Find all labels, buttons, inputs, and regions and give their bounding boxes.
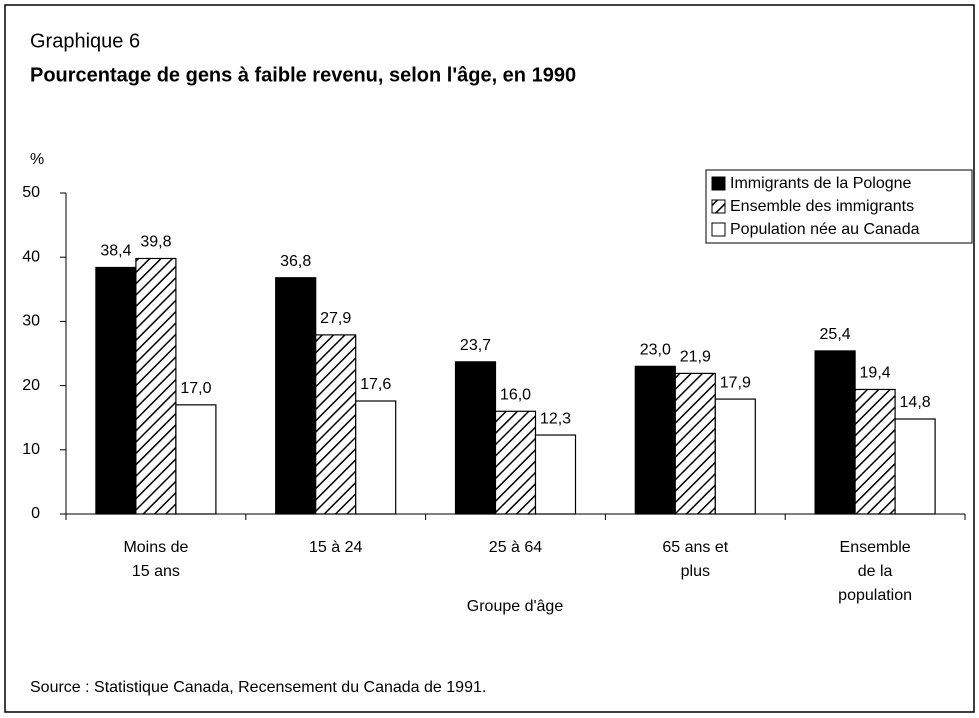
value-label: 21,9 [680, 349, 711, 366]
x-tick-label: Ensemble de la population [838, 539, 912, 604]
bar [315, 334, 357, 515]
value-label: 17,6 [360, 376, 391, 393]
bar [634, 365, 676, 515]
bar [894, 418, 936, 515]
frame [4, 4, 975, 713]
bar [95, 266, 137, 515]
bar [494, 410, 537, 515]
y-tick-label: 0 [31, 505, 40, 522]
value-label: 12,3 [540, 410, 571, 427]
legend-label: Immigrants de la Pologne [730, 175, 912, 192]
value-label: 23,7 [460, 337, 491, 354]
legend-swatch [711, 176, 726, 191]
value-label: 36,8 [280, 253, 311, 270]
value-label: 23,0 [640, 342, 671, 359]
chart-subtitle: Pourcentage de gens à faible revenu, sel… [30, 64, 576, 86]
source: Source : Statistique Canada, Recensement… [30, 679, 486, 696]
value-label: 39,8 [140, 234, 171, 251]
bar [854, 388, 896, 515]
value-label: 25,4 [820, 326, 851, 343]
y-tick-label: 20 [22, 377, 40, 394]
value-label: 17,0 [180, 380, 211, 397]
bar [714, 398, 756, 515]
y-tick-label: 50 [22, 184, 40, 201]
legend-swatch [711, 222, 726, 237]
value-label: 16,0 [500, 386, 531, 403]
value-label: 27,9 [320, 310, 351, 327]
legend-label: Population née au Canada [730, 221, 920, 238]
value-label: 14,8 [900, 394, 931, 411]
y-tick-label: 10 [22, 441, 40, 458]
x-tick-label: 15 à 24 [309, 539, 362, 556]
x-tick-label: 65 ans et plus [662, 539, 728, 580]
chart-title: Graphique 6 [30, 30, 140, 52]
y-tick-label: 30 [22, 313, 40, 330]
legend-box [705, 169, 973, 244]
bar [454, 361, 497, 515]
bar [355, 400, 397, 515]
value-label: 17,9 [720, 374, 751, 391]
bar [534, 434, 577, 515]
y-tick-label: 40 [22, 248, 40, 265]
bar [814, 350, 856, 515]
bar [175, 404, 217, 515]
value-label: 38,4 [100, 243, 131, 260]
legend-swatch [711, 199, 726, 214]
bar [135, 257, 177, 515]
y-axis-label: % [30, 151, 44, 168]
value-label: 19,4 [860, 365, 891, 382]
legend-label: Ensemble des immigrants [730, 198, 914, 215]
x-tick-label: Moins de 15 ans [123, 539, 188, 580]
bar [275, 277, 317, 515]
bar [674, 372, 716, 515]
x-tick-label: 25 à 64 [489, 539, 542, 556]
x-axis-label: Groupe d'âge [467, 598, 564, 615]
